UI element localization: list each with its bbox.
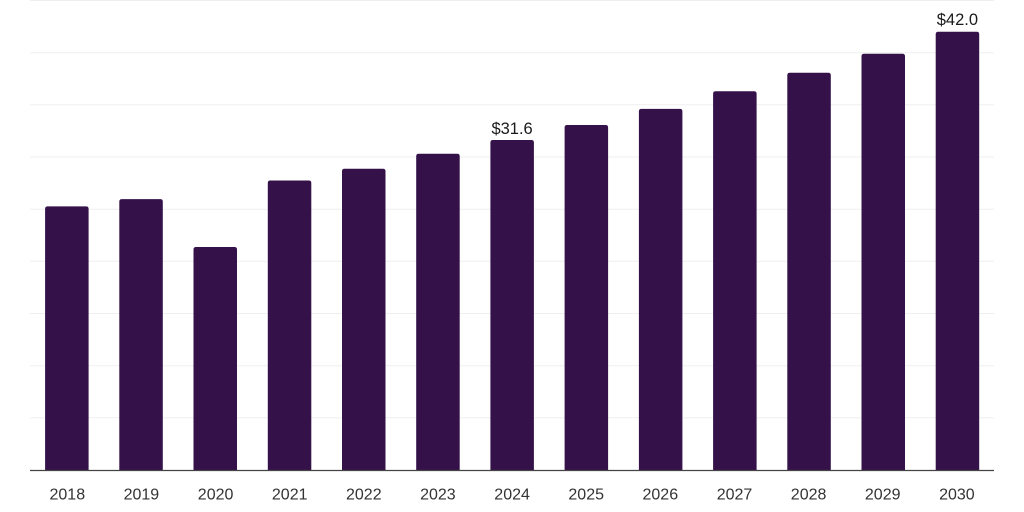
svg-text:2027: 2027 [717, 487, 753, 504]
svg-text:2018: 2018 [50, 487, 86, 504]
svg-text:2025: 2025 [568, 487, 604, 504]
svg-text:2023: 2023 [420, 487, 456, 504]
svg-text:$42.0: $42.0 [937, 11, 978, 29]
svg-text:2024: 2024 [494, 487, 530, 504]
svg-text:2021: 2021 [272, 487, 308, 504]
svg-text:$31.6: $31.6 [491, 120, 532, 138]
svg-text:2029: 2029 [865, 487, 901, 504]
svg-text:2028: 2028 [791, 487, 827, 504]
svg-text:2022: 2022 [346, 487, 382, 504]
svg-text:2026: 2026 [643, 487, 679, 504]
svg-text:2019: 2019 [124, 487, 160, 504]
svg-text:2030: 2030 [939, 487, 975, 504]
svg-text:2020: 2020 [198, 487, 234, 504]
